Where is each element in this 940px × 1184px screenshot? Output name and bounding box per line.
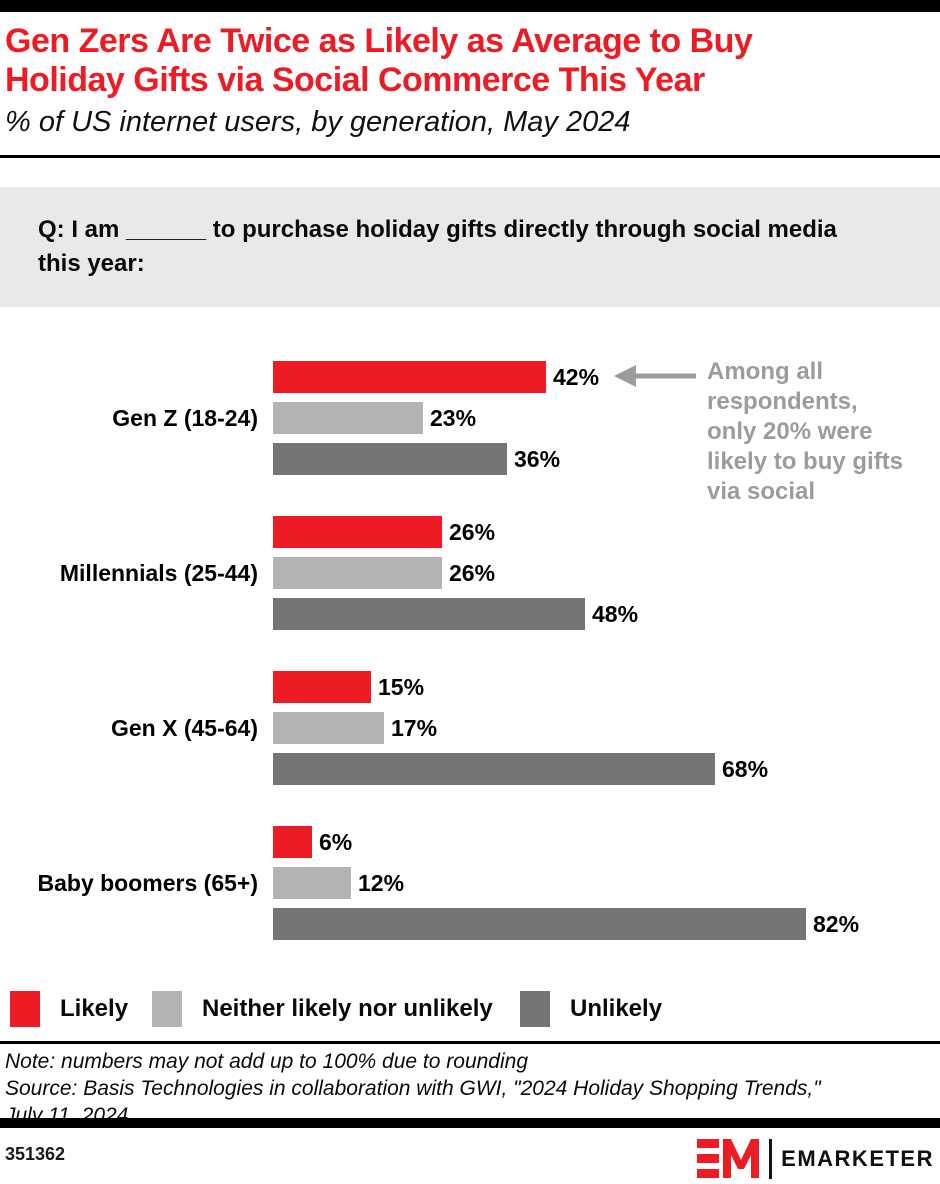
legend-label: Neither likely nor unlikely <box>202 995 493 1022</box>
bar-neither-likely-nor-unlikely <box>273 557 442 589</box>
bar-value-label: 36% <box>514 446 561 472</box>
bar-likely <box>273 516 442 548</box>
chart-subtitle: % of US internet users, by generation, M… <box>5 106 631 138</box>
legend-swatch-icon <box>10 991 40 1027</box>
bar-group: Gen Z (18-24) 42% 23% 36% <box>0 361 940 475</box>
bar-neither-likely-nor-unlikely <box>273 867 351 899</box>
survey-question-text: Q: I am ______ to purchase holiday gifts… <box>38 216 837 277</box>
bottom-black-bar <box>0 1118 940 1128</box>
emarketer-logo: EMARKETER <box>697 1138 934 1180</box>
legend-item: Likely <box>10 990 128 1028</box>
bar-value-label: 26% <box>449 519 496 545</box>
bar-unlikely <box>273 598 585 630</box>
bar-unlikely <box>273 908 806 940</box>
divider-line-note <box>0 1041 940 1044</box>
annotation-arrow-icon <box>614 365 696 387</box>
category-label: Baby boomers (65+) <box>37 870 259 896</box>
top-black-bar <box>0 0 940 12</box>
bar-unlikely <box>273 753 715 785</box>
legend-label: Likely <box>60 995 129 1022</box>
chart-title-line1: Gen Zers Are Twice as Likely as Average … <box>5 22 753 60</box>
bar-value-label: 17% <box>391 715 438 741</box>
legend-item: Neither likely nor unlikely <box>152 990 493 1028</box>
legend-swatch-icon <box>152 991 182 1027</box>
brand-wordmark: EMARKETER <box>781 1146 934 1171</box>
legend-swatch-icon <box>520 991 550 1027</box>
logo-divider <box>769 1139 773 1179</box>
bar-unlikely <box>273 443 507 475</box>
category-label: Gen Z (18-24) <box>112 405 258 431</box>
chart-legend: Likely Neither likely nor unlikely Unlikel… <box>0 990 940 1028</box>
bar-neither-likely-nor-unlikely <box>273 712 384 744</box>
legend-item: Unlikely <box>520 990 662 1028</box>
legend-label: Unlikely <box>570 995 663 1022</box>
bar-value-label: 26% <box>449 560 496 586</box>
em-monogram-icon <box>697 1139 760 1178</box>
category-label: Gen X (45-64) <box>111 715 258 741</box>
category-label: Millennials (25-44) <box>59 560 258 586</box>
chart-title-line2: Holiday Gifts via Social Commerce This Y… <box>5 61 705 99</box>
note-text: Note: numbers may not add up to 100% due… <box>5 1050 529 1073</box>
bar-value-label: 82% <box>813 911 860 937</box>
footnotes: Note: numbers may not add up to 100% due… <box>5 1048 855 1129</box>
bar-value-label: 15% <box>378 674 425 700</box>
divider-line-top <box>0 155 940 158</box>
chart-title: Gen Zers Are Twice as Likely as Average … <box>5 22 935 100</box>
bar-likely <box>273 826 312 858</box>
bar-neither-likely-nor-unlikely <box>273 402 423 434</box>
chart-id: 351362 <box>5 1144 66 1164</box>
chart-annotation: Among all respondents, only 20% were lik… <box>707 358 904 505</box>
survey-question-box: Q: I am ______ to purchase holiday gifts… <box>0 187 940 307</box>
bar-value-label: 12% <box>358 870 405 896</box>
bar-value-label: 6% <box>319 829 353 855</box>
bar-chart: Among all respondents, only 20% were lik… <box>0 358 940 946</box>
bar-value-label: 48% <box>592 601 639 627</box>
bar-likely <box>273 671 371 703</box>
bar-value-label: 23% <box>430 405 477 431</box>
bar-value-label: 68% <box>722 756 769 782</box>
bar-value-label: 42% <box>553 364 600 390</box>
bar-group: Millennials (25-44) 26% 26% 48% <box>0 516 940 630</box>
bar-group: Gen X (45-64) 15% 17% 68% <box>0 671 940 785</box>
bar-likely <box>273 361 546 393</box>
bar-group: Baby boomers (65+) 6% 12% 82% <box>0 826 940 940</box>
